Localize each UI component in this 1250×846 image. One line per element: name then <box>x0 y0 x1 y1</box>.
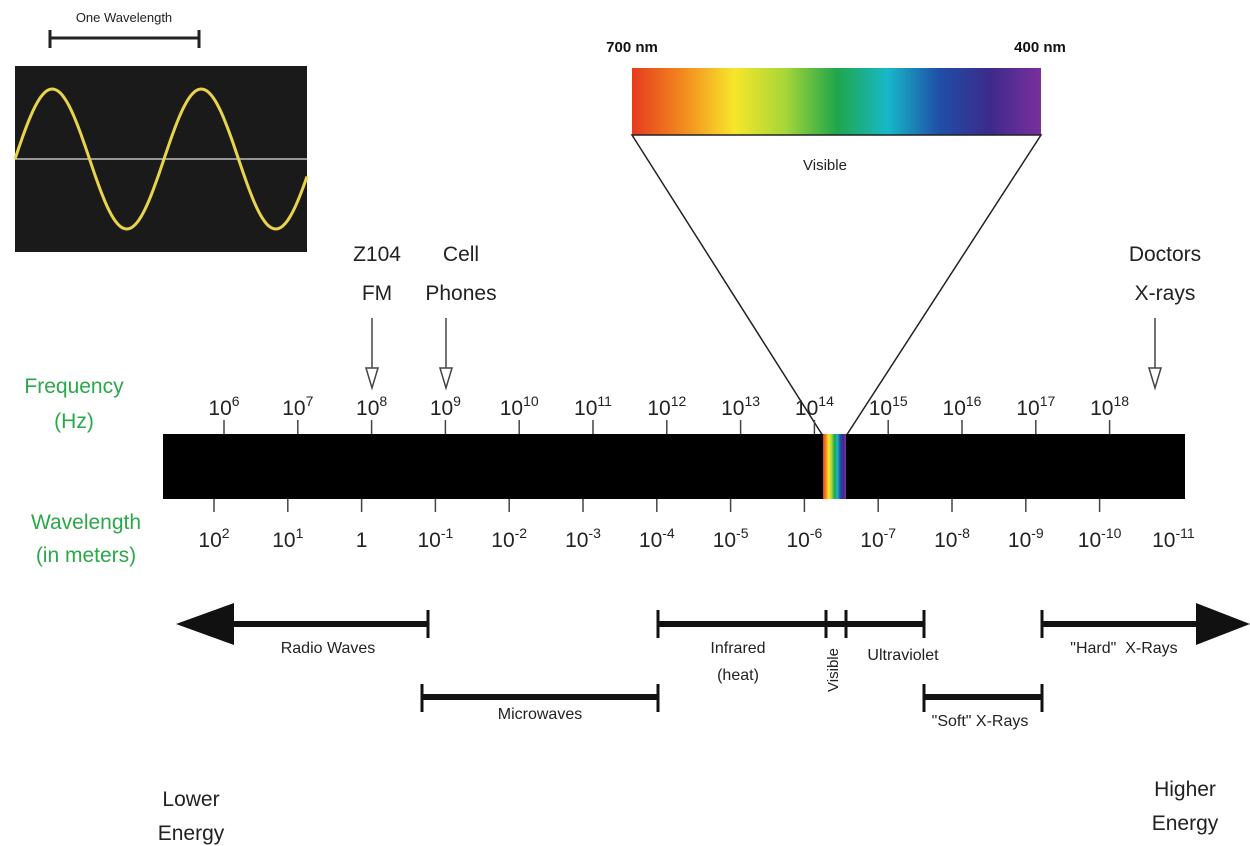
visible-zoom-label: Visible <box>803 157 847 174</box>
wavelength-tick-label: 10-10 <box>1078 525 1122 552</box>
radio-arrowhead <box>176 603 234 645</box>
cell-pointer-label-line2: Phones <box>425 282 496 305</box>
frequency-tick-label: 1012 <box>647 393 686 420</box>
sine-wave <box>13 87 309 231</box>
energy-labels: Lower Energy Higher Energy <box>158 778 1219 845</box>
wavelength-tick-row: 102 101 1 10-1 10-2 10-3 10-4 10-5 10-6 10-7 10-8 1… <box>198 499 1195 552</box>
frequency-tick-label: 1015 <box>869 393 908 420</box>
wavelength-caption: One Wavelength <box>76 10 172 25</box>
infrared-label-line2: (heat) <box>717 667 759 684</box>
pointers: Z104 FM Cell Phones Doctors X-rays <box>353 243 1201 391</box>
higher-energy-label-line1: Higher <box>1154 778 1216 801</box>
frequency-tick-label: 1014 <box>795 393 834 420</box>
frequency-tick-label: 109 <box>430 393 461 420</box>
wavelength-tick-label: 10-9 <box>1008 525 1044 552</box>
fm-pointer-label-line2: FM <box>362 282 392 305</box>
lower-energy-label-line1: Lower <box>162 788 219 811</box>
frequency-tick-label: 108 <box>356 393 387 420</box>
frequency-tick-label: 106 <box>208 393 239 420</box>
xray-pointer-label-line1: Doctors <box>1129 243 1201 266</box>
frequency-tick-label: 1013 <box>721 393 760 420</box>
visible-700nm-label: 700 nm <box>606 39 658 56</box>
fm-pointer-arrowhead <box>364 367 380 391</box>
spectrum-bar-visible-slice <box>823 434 846 499</box>
radio-waves-label: Radio Waves <box>281 640 376 657</box>
frequency-tick-label: 1016 <box>943 393 982 420</box>
wavelength-tick-label: 10-2 <box>491 525 527 552</box>
cell-pointer-label-line1: Cell <box>443 243 479 266</box>
frequency-axis-label-line1: Frequency <box>24 375 124 398</box>
wavelength-axis-label-line2: (in meters) <box>36 544 136 567</box>
wavelength-tick-label: 10-3 <box>565 525 601 552</box>
axis-labels: Frequency (Hz) Wavelength (in meters) <box>24 375 141 567</box>
wave-box: One Wavelength <box>13 10 309 252</box>
lower-energy-label-line2: Energy <box>158 822 225 845</box>
frequency-tick-label: 107 <box>282 393 313 420</box>
wavelength-tick-label: 10-4 <box>639 525 675 552</box>
wavelength-tick-label: 10-1 <box>417 525 453 552</box>
wavelength-tick-label: 1 <box>356 529 368 552</box>
fm-pointer-label-line1: Z104 <box>353 243 401 266</box>
frequency-tick-label: 1010 <box>500 393 539 420</box>
ultraviolet-label: Ultraviolet <box>867 647 939 664</box>
xray-pointer-arrowhead <box>1147 367 1163 391</box>
visible-range-label: Visible <box>825 648 842 692</box>
wavelength-tick-label: 102 <box>198 525 229 552</box>
xray-pointer-label-line2: X-rays <box>1135 282 1196 305</box>
wavelength-axis-label-line1: Wavelength <box>31 511 141 534</box>
cell-pointer-arrowhead <box>438 367 454 391</box>
microwaves-label: Microwaves <box>498 706 582 723</box>
spectrum-bar <box>163 434 1185 499</box>
region-ranges: Radio Waves Microwaves Infrared (heat) V… <box>176 603 1250 730</box>
wavelength-tick-label: 10-7 <box>860 525 896 552</box>
hard-xrays-label: "Hard" X-Rays <box>1070 640 1177 657</box>
soft-xrays-label: "Soft" X-Rays <box>932 713 1029 730</box>
higher-energy-label-line2: Energy <box>1152 812 1219 835</box>
wavelength-tick-label: 101 <box>272 525 303 552</box>
wavelength-tick-label: 10-11 <box>1152 525 1195 552</box>
visible-spectrum-bar <box>632 68 1041 135</box>
infrared-label-line1: Infrared <box>710 640 765 657</box>
frequency-tick-label: 1017 <box>1016 393 1055 420</box>
zoom-funnel <box>630 134 1043 437</box>
wavelength-tick-label: 10-5 <box>713 525 749 552</box>
wavelength-tick-label: 10-8 <box>934 525 970 552</box>
frequency-tick-label: 1018 <box>1090 393 1129 420</box>
frequency-axis-label-line2: (Hz) <box>54 410 94 433</box>
wavelength-tick-label: 10-6 <box>786 525 822 552</box>
hard-xrays-arrowhead <box>1196 603 1250 645</box>
frequency-tick-row: 106 107 108 109 1010 1011 1012 1013 1014 1015 1016… <box>208 393 1129 434</box>
visible-400nm-label: 400 nm <box>1014 39 1066 56</box>
frequency-tick-label: 1011 <box>574 393 612 420</box>
visible-zoom: 700 nm 400 nm Visible <box>606 39 1066 437</box>
spectrum-bar-group <box>163 434 1185 499</box>
